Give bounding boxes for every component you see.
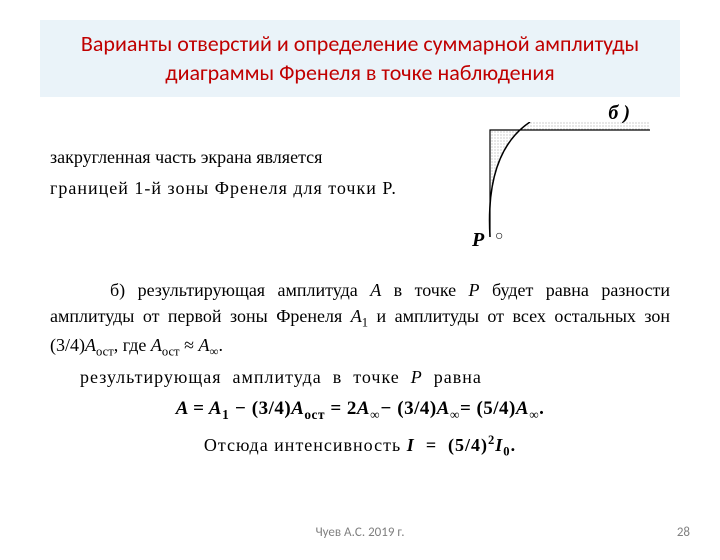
description-text: закругленная часть экрана является грани…	[50, 142, 420, 203]
slide-title: Варианты отверстий и определение суммарн…	[70, 30, 650, 87]
body-text: б) результирующая амплитуда A в точке P …	[50, 277, 670, 361]
title-bar: Варианты отверстий и определение суммарн…	[40, 20, 680, 97]
content-area: закругленная часть экрана является грани…	[0, 97, 720, 459]
desc-line-1: закругленная часть экрана является	[50, 142, 420, 173]
upper-section: закругленная часть экрана является грани…	[50, 112, 670, 262]
desc-line-2: границей 1-й зоны Френеля для точки P.	[50, 173, 420, 204]
point-p-dot: ○	[495, 229, 503, 245]
amplitude-formula: A = A1 − (3/4)Aост = 2A∞− (3/4)A∞= (5/4)…	[50, 398, 670, 423]
intensity-text: Отсюда интенсивность	[204, 435, 407, 455]
result-text: результирующая амплитуда в точке P равна	[80, 367, 670, 388]
body-paragraph: б) результирующая амплитуда A в точке P …	[50, 277, 670, 361]
footer-author: Чуев А.С. 2019 г.	[0, 525, 720, 540]
page-number: 28	[677, 525, 690, 540]
intensity-line: Отсюда интенсивность I = (5/4)2I0.	[50, 433, 670, 460]
point-p-label: P	[472, 229, 484, 252]
intensity-formula: I = (5/4)2I0.	[407, 435, 516, 455]
diagram-area: б ) P ○	[460, 107, 660, 267]
